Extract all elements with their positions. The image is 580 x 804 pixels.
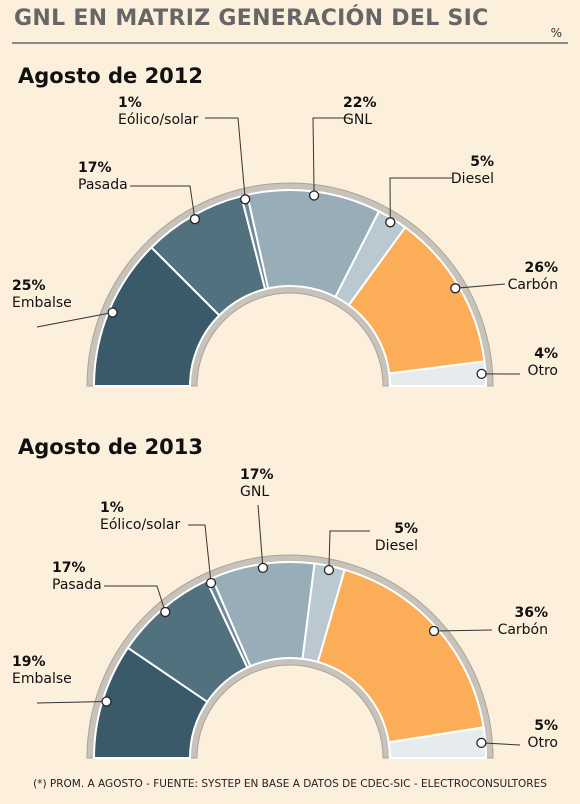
- value-label-embalse: 19%: [12, 654, 46, 670]
- value-label-carbon: 26%: [524, 260, 558, 276]
- slice-carbon: [316, 568, 485, 744]
- value-label-embalse: 25%: [12, 278, 46, 294]
- chart-title: Agosto de 2012: [18, 64, 203, 88]
- leader-line-diesel: [389, 177, 452, 223]
- category-label-diesel: Diesel: [451, 171, 494, 187]
- leader-line-eolico-solar: [205, 117, 246, 200]
- value-label-pasada: 17%: [78, 160, 112, 176]
- leader-line-embalse: [36, 701, 107, 704]
- category-label-carbon: Carbón: [498, 622, 548, 638]
- value-label-eolico-solar: 1%: [118, 95, 142, 111]
- value-label-gnl: 22%: [343, 95, 377, 111]
- category-label-eolico-solar: Eólico/solar: [100, 517, 180, 533]
- leader-line-eolico-solar: [188, 524, 212, 584]
- value-label-pasada: 17%: [52, 560, 86, 576]
- leader-line-embalse: [36, 312, 113, 328]
- leader-line-carbon: [455, 283, 506, 289]
- value-label-otro: 5%: [534, 718, 558, 734]
- category-label-gnl: GNL: [240, 484, 269, 500]
- page-title: GNL EN MATRIZ GENERACIÓN DEL SIC: [14, 6, 489, 31]
- category-label-carbon: Carbón: [508, 277, 558, 293]
- marker-pasada: [189, 214, 201, 225]
- marker-otro: [476, 737, 487, 749]
- marker-gnl: [257, 562, 269, 574]
- category-label-gnl: GNL: [343, 112, 372, 128]
- value-label-eolico-solar: 1%: [100, 500, 124, 516]
- leader-line-pasada: [104, 585, 166, 613]
- value-label-carbon: 36%: [514, 605, 548, 621]
- value-label-gnl: 17%: [240, 467, 274, 483]
- category-label-diesel: Diesel: [375, 538, 418, 554]
- marker-carbon: [428, 625, 440, 637]
- value-label-diesel: 5%: [470, 154, 494, 170]
- leader-line-pasada: [130, 185, 196, 220]
- leader-line-otro: [481, 742, 521, 746]
- source-note: (*) PROM. A AGOSTO - FUENTE: SYSTEP EN B…: [33, 778, 547, 790]
- marker-eolico-solar: [205, 577, 217, 589]
- value-label-diesel: 5%: [394, 521, 418, 537]
- leader-line-gnl: [257, 504, 264, 568]
- category-label-otro: Otro: [527, 363, 558, 379]
- marker-eolico-solar: [240, 194, 251, 205]
- leader-line-carbon: [433, 629, 493, 632]
- category-label-pasada: Pasada: [78, 177, 128, 193]
- value-label-otro: 4%: [534, 346, 558, 362]
- title-divider: [12, 42, 568, 44]
- category-label-embalse: Embalse: [12, 295, 72, 311]
- slice-otro: [387, 726, 488, 759]
- category-label-pasada: Pasada: [52, 577, 102, 593]
- slice-otro: [388, 360, 488, 387]
- chart-title: Agosto de 2013: [18, 435, 203, 459]
- marker-diesel: [385, 217, 396, 228]
- marker-gnl: [308, 190, 320, 201]
- category-label-embalse: Embalse: [12, 671, 72, 687]
- marker-diesel: [323, 564, 335, 576]
- chart-1: Agosto de 2012 25%Embalse 17%Pasada 1%Eólic…: [12, 64, 558, 387]
- marker-carbon: [450, 283, 461, 294]
- category-label-eolico-solar: Eólico/solar: [118, 112, 198, 128]
- leader-line-gnl: [312, 117, 350, 196]
- unit-label: %: [550, 26, 562, 40]
- category-label-otro: Otro: [527, 735, 558, 751]
- marker-otro: [476, 368, 487, 380]
- chart-2: Agosto de 201319%Embalse17%Pasada1%Eólic…: [12, 435, 558, 759]
- marker-pasada: [160, 606, 171, 618]
- leader-line-diesel: [328, 530, 370, 571]
- marker-embalse: [107, 307, 118, 318]
- marker-embalse: [101, 696, 112, 707]
